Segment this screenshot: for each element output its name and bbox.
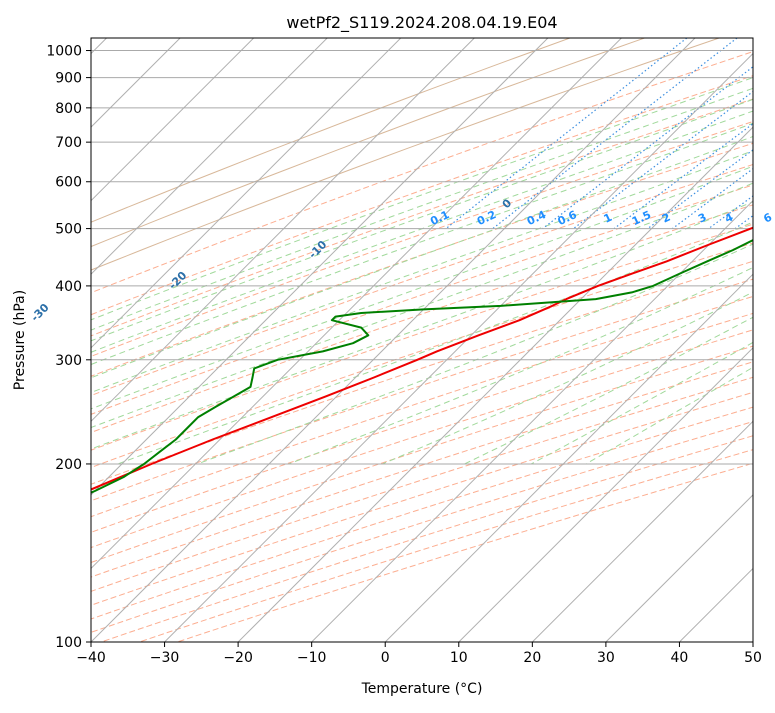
x-tick-label: −20 (223, 650, 253, 666)
chart-title: wetPf2_S119.2024.208.04.19.E04 (286, 13, 557, 33)
x-axis-label: Temperature (°C) (361, 681, 483, 697)
y-tick-label: 500 (55, 222, 82, 238)
x-tick-label: 20 (523, 650, 541, 666)
x-tick-label: −30 (150, 650, 180, 666)
y-tick-label: 700 (55, 135, 82, 151)
y-tick-label: 600 (55, 175, 82, 191)
y-tick-label: 200 (55, 457, 82, 473)
y-tick-label: 400 (55, 279, 82, 295)
x-tick-label: −10 (297, 650, 327, 666)
y-tick-label: 300 (55, 353, 82, 369)
x-tick-label: 10 (450, 650, 468, 666)
y-tick-label: 100 (55, 635, 82, 651)
x-tick-label: −40 (76, 650, 106, 666)
x-tick-label: 40 (671, 650, 689, 666)
x-tick-label: 0 (381, 650, 390, 666)
y-axis-label: Pressure (hPa) (12, 290, 28, 390)
x-tick-label: 30 (597, 650, 615, 666)
y-tick-label: 800 (55, 101, 82, 117)
x-tick-label: 50 (744, 650, 762, 666)
y-tick-label: 1000 (46, 44, 82, 60)
y-tick-label: 900 (55, 71, 82, 87)
